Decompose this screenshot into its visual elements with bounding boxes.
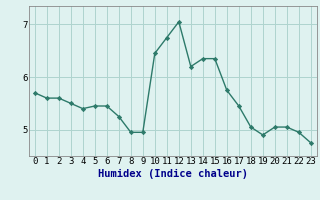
X-axis label: Humidex (Indice chaleur): Humidex (Indice chaleur) — [98, 169, 248, 179]
